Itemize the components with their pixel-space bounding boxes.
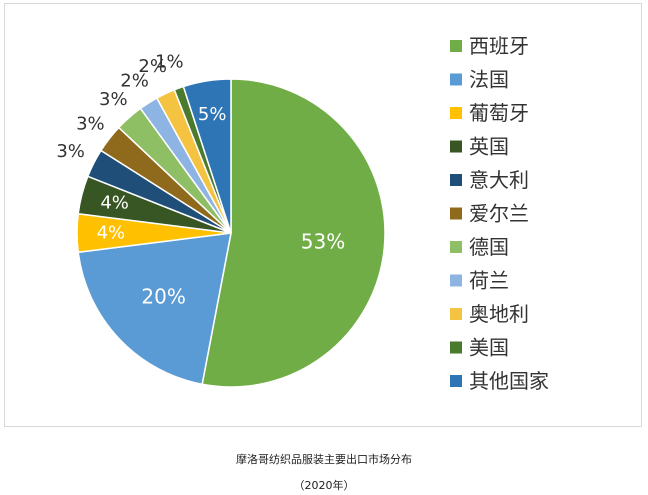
legend-item-8: 荷兰 [450,269,509,293]
data-label-2: 20% [141,284,185,308]
legend-item-2: 法国 [450,68,509,92]
legend-swatch-4 [450,140,462,153]
data-label-4: 4% [100,193,129,214]
legend-swatch-7 [450,241,462,253]
pie-slice-1 [201,78,386,388]
data-label-11: 5% [198,104,227,125]
data-label-1: 53% [301,230,345,254]
data-label-5: 3% [56,141,85,162]
data-label-3: 4% [97,223,126,244]
legend-label-9: 奥地利 [469,302,529,326]
legend-label-3: 葡萄牙 [469,101,529,125]
legend-label-8: 荷兰 [469,269,509,293]
data-label-9: 2% [138,56,167,77]
legend-item-4: 英国 [450,135,509,159]
pie-chart: 53%20%4%4%3%3%3%2%2%1%5% 西班牙法国葡萄牙英国意大利爱尔… [56,34,549,393]
data-label-10: 1% [155,51,184,72]
legend-label-2: 法国 [469,68,509,92]
legend-swatch-3 [450,107,462,119]
figure-caption: 摩洛哥纺织品服装主要出口市场分布 [236,453,412,466]
legend-swatch-10 [450,341,462,354]
legend-swatch-2 [450,73,462,86]
legend-item-6: 爱尔兰 [450,202,529,226]
legend-item-1: 西班牙 [450,34,529,58]
legend-swatch-8 [450,274,462,287]
legend-label-6: 爱尔兰 [469,202,529,226]
chart-frame: 53% 20% 4% 4% 3% 3% 3% 2% 2% 1% 5% 西班牙 法国 葡萄牙 英国 意大利 爱尔… [4,3,642,427]
legend-item-10: 美国 [450,336,509,360]
legend-item-5: 意大利 [450,168,529,192]
pie-slice-2 [77,232,232,386]
data-label-7: 3% [99,89,128,110]
legend-label-5: 意大利 [469,168,529,192]
pie-slice-11 [182,78,232,234]
legend-item-3: 葡萄牙 [450,101,529,125]
legend-item-11: 其他国家 [450,369,549,393]
legend-swatch-9 [450,308,462,320]
figure-caption-year: （2020年） [293,479,355,492]
legend-label-10: 美国 [469,336,509,360]
legend-swatch-6 [450,207,462,220]
legend-swatch-5 [450,174,462,186]
legend-label-4: 英国 [469,135,509,159]
legend-label-1: 西班牙 [469,34,529,58]
legend-swatch-1 [450,40,462,52]
legend-item-9: 奥地利 [450,302,529,326]
legend-item-7: 德国 [450,235,509,259]
legend-label-11: 其他国家 [469,369,549,393]
legend-swatch-11 [450,375,462,387]
data-label-8: 2% [120,71,149,92]
legend-label-7: 德国 [469,235,509,259]
data-label-6: 3% [76,113,105,134]
